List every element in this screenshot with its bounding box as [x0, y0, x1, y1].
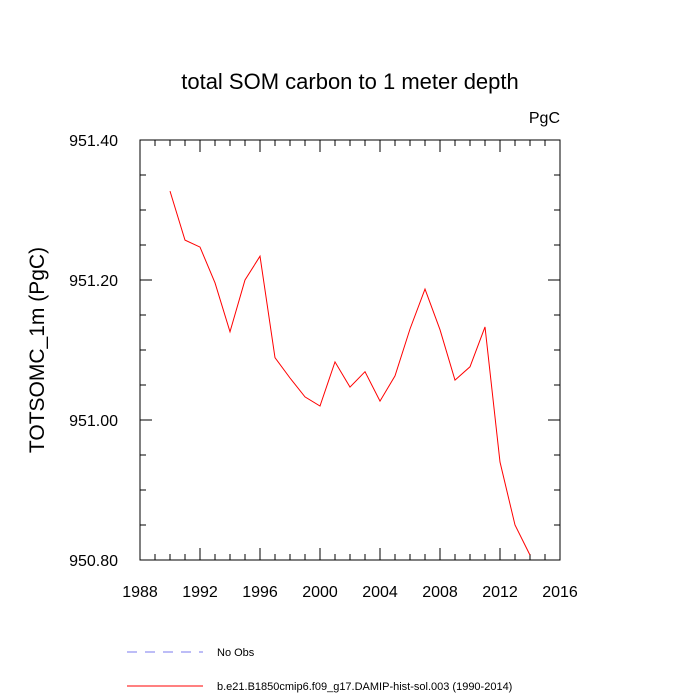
tick-labels: 1988 1992 1996 2000 2004 2008 2012 2016 950.80 95…: [69, 133, 578, 601]
x-tick-label: 2016: [542, 584, 578, 601]
x-tick-label: 2004: [362, 584, 398, 601]
series-line: [169, 190, 531, 556]
x-tick-label: 2012: [482, 584, 518, 601]
legend-label: No Obs: [217, 647, 255, 659]
legend: No Obs b.e21.B1850cmip6.f09_g17.DAMIP-his…: [127, 647, 512, 693]
y-tick-label: 951.40: [69, 133, 118, 150]
plot-frame: [139, 139, 561, 561]
x-tick-label: 1996: [242, 584, 278, 601]
y-tick-label: 951.20: [69, 273, 118, 290]
legend-label: b.e21.B1850cmip6.f09_g17.DAMIP-hist-sol.…: [217, 681, 512, 693]
y-tick-label: 951.00: [69, 413, 118, 430]
x-tick-label: 2000: [302, 584, 338, 601]
y-axis-label: TOTSOMC_1m (PgC): [26, 247, 49, 453]
x-tick-label: 1988: [122, 584, 158, 601]
axis-ticks: [139, 139, 561, 561]
x-tick-label: 1992: [182, 584, 218, 601]
y-tick-label: 950.80: [69, 553, 118, 570]
x-tick-label: 2008: [422, 584, 458, 601]
units-label: PgC: [529, 110, 560, 127]
chart-title: total SOM carbon to 1 meter depth: [181, 69, 519, 94]
series-layer: [169, 190, 531, 556]
